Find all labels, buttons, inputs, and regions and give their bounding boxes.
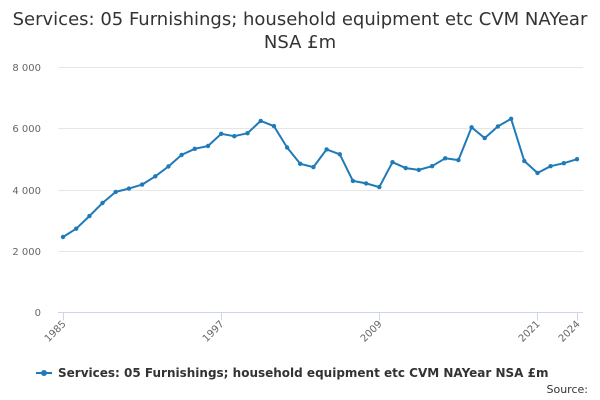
data-point[interactable]	[574, 157, 580, 162]
x-tick-label: 1985	[43, 319, 69, 345]
x-axis	[58, 312, 583, 321]
data-point[interactable]	[482, 135, 487, 141]
data-point[interactable]	[298, 161, 303, 166]
legend-label: Services: 05 Furnishings; household equi…	[58, 366, 549, 380]
y-tick-label: 6 000	[12, 124, 41, 135]
data-point[interactable]	[350, 178, 356, 184]
data-point[interactable]	[456, 157, 461, 163]
data-point[interactable]	[324, 147, 329, 152]
y-tick-label: 4 000	[12, 186, 41, 197]
data-point[interactable]	[271, 123, 277, 129]
data-point[interactable]	[139, 182, 145, 187]
data-point[interactable]	[377, 184, 382, 190]
data-point[interactable]	[535, 170, 540, 176]
data-point[interactable]	[179, 152, 184, 158]
data-point[interactable]	[495, 124, 501, 129]
data-point[interactable]	[337, 152, 342, 157]
legend-marker-icon	[36, 368, 52, 378]
data-point[interactable]	[522, 158, 527, 164]
x-axis-labels: 1985 1997 2009 2021 2024	[43, 319, 583, 345]
data-point[interactable]	[561, 161, 566, 166]
data-point[interactable]	[258, 118, 263, 124]
grid-lines	[58, 67, 583, 252]
data-point[interactable]	[548, 164, 553, 169]
series-line	[62, 117, 578, 238]
y-axis-labels: 0 2 000 4 000 6 000 8 000	[12, 63, 41, 319]
legend[interactable]: Services: 05 Furnishings; household equi…	[36, 366, 549, 380]
x-tick-label: 2009	[359, 319, 385, 345]
data-point[interactable]	[508, 116, 514, 122]
y-tick-label: 8 000	[12, 63, 41, 74]
data-point[interactable]	[390, 160, 395, 165]
data-point[interactable]	[284, 145, 290, 150]
data-point[interactable]	[363, 181, 369, 186]
y-tick-label: 0	[35, 308, 41, 319]
data-point[interactable]	[100, 200, 105, 206]
data-point[interactable]	[443, 156, 448, 161]
data-series[interactable]	[60, 116, 580, 240]
data-point[interactable]	[232, 134, 237, 139]
data-point[interactable]	[166, 164, 171, 169]
y-tick-label: 2 000	[12, 247, 41, 258]
data-point[interactable]	[153, 174, 158, 179]
x-tick-label: 2024	[557, 319, 583, 345]
data-point[interactable]	[60, 234, 66, 240]
data-point[interactable]	[205, 143, 211, 149]
data-point[interactable]	[429, 164, 435, 169]
data-point[interactable]	[403, 165, 408, 171]
x-tick-label: 1997	[201, 319, 227, 345]
data-point[interactable]	[219, 131, 224, 136]
data-point[interactable]	[126, 186, 132, 191]
source-label: Source:	[546, 383, 589, 396]
data-point[interactable]	[87, 213, 92, 219]
data-point[interactable]	[74, 226, 79, 231]
data-point[interactable]	[192, 146, 197, 151]
x-tick-label: 2021	[517, 319, 543, 345]
data-point[interactable]	[469, 125, 474, 130]
data-point[interactable]	[113, 189, 118, 195]
data-point[interactable]	[416, 167, 421, 173]
chart-title: Services: 05 Furnishings; household equi…	[12, 9, 588, 53]
data-point[interactable]	[245, 131, 250, 136]
data-point[interactable]	[311, 164, 316, 170]
